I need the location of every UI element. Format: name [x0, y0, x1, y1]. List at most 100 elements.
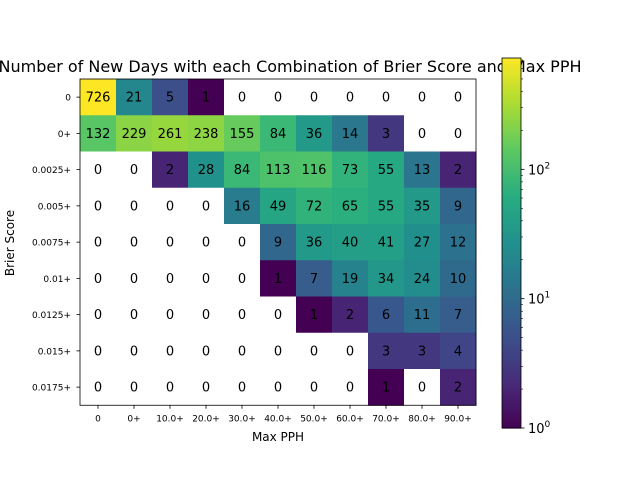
- heatmap-cell: [332, 115, 369, 152]
- cell-value-label: 49: [270, 199, 287, 214]
- cell-value-label: 0: [166, 272, 174, 287]
- heatmap-cell: [224, 260, 261, 297]
- cell-value-label: 9: [454, 199, 462, 214]
- colorbar-segment: [502, 329, 521, 334]
- cell-value-label: 2: [166, 163, 174, 178]
- colorbar-segment: [502, 199, 521, 204]
- cell-value-label: 0: [202, 199, 210, 214]
- cell-value-label: 41: [378, 236, 395, 251]
- y-axis-ticks: 0 0+ 0.0025+ 0.005+ 0.0075+ 0.01+ 0.0125+ 0.015…: [32, 94, 80, 394]
- colorbar-segment: [502, 64, 521, 68]
- colorbar-segment: [502, 375, 521, 380]
- heatmap-cell: [440, 369, 477, 406]
- heatmap-cell: [332, 224, 369, 261]
- heatmap-cell: [332, 79, 369, 116]
- heatmap-cell: [404, 332, 441, 370]
- colorbar-tick-label: 102: [528, 161, 550, 178]
- colorbar-segment: [502, 310, 521, 315]
- colorbar-segment: [502, 128, 521, 133]
- cell-value-label: 0: [166, 199, 174, 214]
- colorbar-segment: [502, 193, 521, 198]
- colorbar-segment: [502, 261, 521, 266]
- cell-value-label: 11: [414, 308, 431, 323]
- cell-value-label: 0: [202, 272, 210, 287]
- heatmap-cell: [260, 369, 297, 406]
- colorbar-segment: [502, 289, 521, 293]
- heatmap-cell: [260, 332, 297, 370]
- cell-value-label: 726: [86, 91, 111, 106]
- colorbar-segment: [502, 138, 521, 142]
- heatmap-cell: [152, 296, 189, 334]
- colorbar-segment: [502, 252, 521, 256]
- cell-value-label: 2: [346, 308, 354, 323]
- cell-value-label: 155: [230, 127, 255, 142]
- heatmap-cell: [224, 187, 261, 225]
- heatmap-cell: [440, 187, 477, 225]
- colorbar-segment: [502, 85, 521, 90]
- colorbar-segment: [502, 366, 521, 371]
- cell-value-label: 0: [274, 308, 282, 323]
- cell-value-label: 7: [454, 308, 462, 323]
- cell-value-label: 0: [454, 91, 462, 106]
- colorbar-segment: [502, 298, 521, 303]
- heatmap-cell: [188, 296, 225, 334]
- colorbar-segment: [502, 264, 521, 269]
- colorbar-segment: [502, 125, 521, 130]
- heatmap-cell: [368, 115, 405, 152]
- cell-value-label: 14: [342, 127, 359, 142]
- cell-value-label: 0: [94, 272, 102, 287]
- colorbar-segment: [502, 135, 521, 139]
- colorbar-segment: [502, 381, 521, 386]
- heatmap-cell: [224, 224, 261, 261]
- colorbar-segment: [502, 301, 521, 306]
- cell-value-label: 65: [342, 199, 359, 214]
- cell-value-label: 0: [166, 236, 174, 251]
- heatmap-cell: [152, 260, 189, 297]
- heatmap-cell: [80, 224, 117, 261]
- heatmap-cell: [440, 79, 477, 116]
- colorbar-segment: [502, 141, 521, 145]
- heatmap-cell: [440, 260, 477, 297]
- heatmap-cell: [80, 332, 117, 370]
- colorbar-segment: [502, 209, 521, 213]
- heatmap-cell: [188, 369, 225, 406]
- cell-value-label: 0: [130, 236, 138, 251]
- cell-value-label: 5: [166, 91, 174, 106]
- y-tick-label: 0.0175+: [32, 384, 71, 394]
- heatmap-cell: [260, 151, 297, 189]
- colorbar-segment: [502, 79, 521, 84]
- colorbar-segment: [502, 218, 521, 223]
- cell-value-label: 7: [310, 272, 318, 287]
- colorbar-segment: [502, 335, 521, 340]
- heatmap-cell: [188, 151, 225, 189]
- cell-value-label: 132: [86, 127, 111, 142]
- heatmap-cell: [296, 79, 333, 116]
- colorbar-frame: [501, 57, 522, 429]
- colorbar-segment: [502, 304, 521, 309]
- cell-value-label: 0: [130, 163, 138, 178]
- cell-value-label: 0: [238, 236, 246, 251]
- cell-value-label: 0: [202, 236, 210, 251]
- cell-value-label: 0: [166, 344, 174, 359]
- y-axis-label: Brier Score: [3, 210, 17, 276]
- heatmap-cell: [296, 369, 333, 406]
- colorbar-segment: [502, 246, 521, 250]
- colorbar-segment: [502, 147, 521, 152]
- heatmap-cell: [404, 115, 441, 152]
- heatmap-cell: [260, 224, 297, 261]
- heatmap-cell: [80, 115, 117, 152]
- colorbar-segment: [502, 58, 521, 62]
- cell-value-label: 84: [270, 127, 287, 142]
- colorbar-tick-label: 101: [528, 291, 550, 308]
- heatmap-cell: [116, 115, 153, 152]
- cell-value-label: 0: [274, 344, 282, 359]
- colorbar-segment: [502, 332, 521, 337]
- cell-value-label: 113: [266, 163, 291, 178]
- heatmap-cell: [404, 296, 441, 334]
- heatmap-cell: [368, 369, 405, 406]
- colorbar-segment: [502, 95, 521, 99]
- colorbar-segment: [502, 270, 521, 275]
- colorbar-segment: [502, 101, 521, 105]
- colorbar-segment: [502, 338, 521, 343]
- colorbar-segment: [502, 67, 521, 71]
